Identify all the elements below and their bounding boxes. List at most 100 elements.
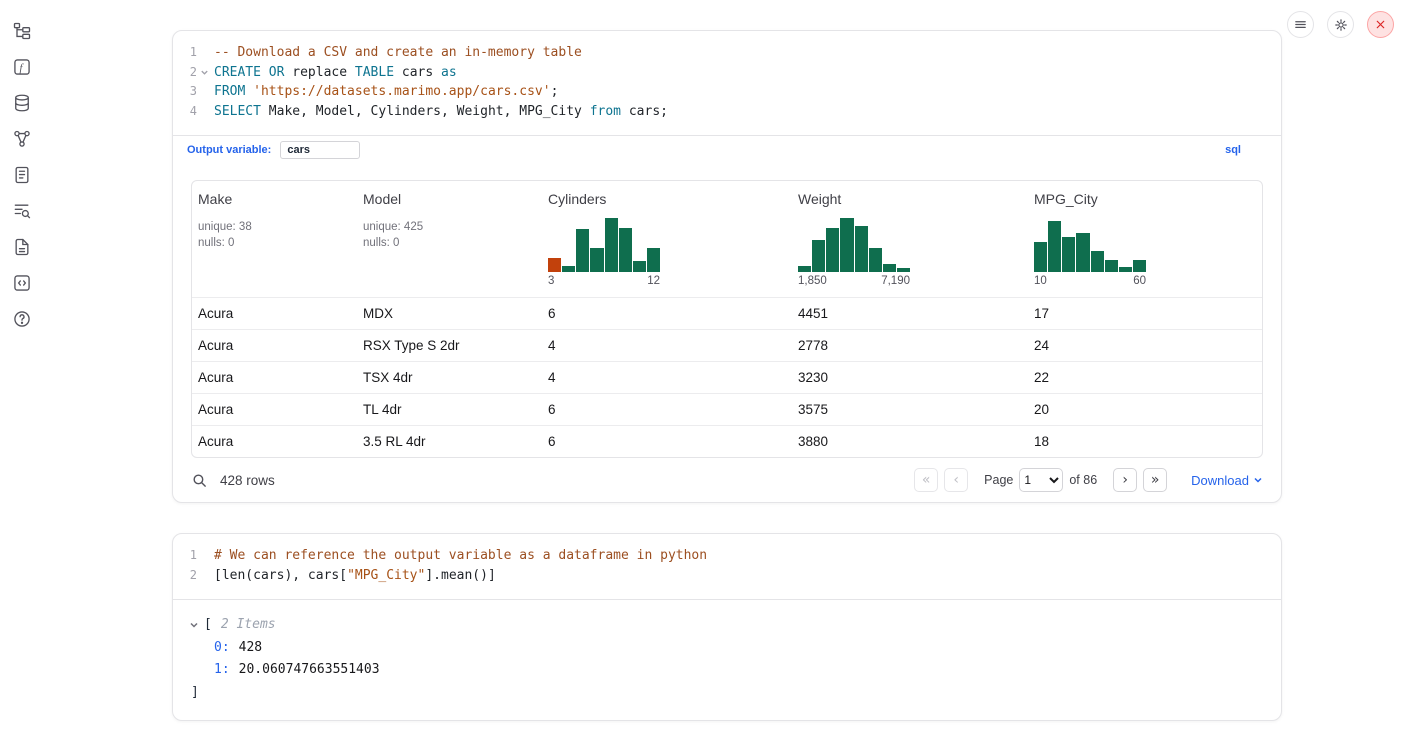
table-row[interactable]: Acura MDX 6 4451 17	[192, 297, 1262, 329]
column-name: Make	[198, 191, 233, 207]
code-token: TABLE	[354, 64, 395, 80]
histogram-bar[interactable]	[548, 258, 562, 272]
sidebar-item-dependency-graph[interactable]	[9, 126, 35, 152]
table-cell: 2778	[798, 338, 829, 353]
collapse-toggle-icon[interactable]	[189, 620, 201, 630]
histogram-max: 60	[1133, 275, 1146, 287]
settings-button[interactable]	[1327, 11, 1354, 38]
histogram-bar[interactable]	[868, 248, 882, 272]
sidebar-item-scratchpad[interactable]	[9, 162, 35, 188]
code-line[interactable]: 1 # We can reference the output variable …	[175, 546, 1281, 566]
histogram-bar[interactable]	[896, 268, 910, 272]
histogram-bar[interactable]	[1076, 233, 1090, 272]
column-header[interactable]: MPG_City 10 60	[1028, 181, 1262, 297]
histogram-bar[interactable]	[1062, 237, 1076, 272]
fold-chevron-icon[interactable]	[197, 63, 211, 83]
first-page-button[interactable]: «	[914, 468, 939, 492]
histogram-bar[interactable]	[618, 228, 632, 272]
histogram-bar[interactable]	[1048, 221, 1062, 272]
download-button[interactable]: Download	[1191, 473, 1263, 488]
histogram-bar[interactable]	[632, 261, 646, 272]
code-line[interactable]: 2 [len(cars), cars["MPG_City"].mean()]	[175, 566, 1281, 586]
histogram-bar[interactable]	[1132, 260, 1146, 272]
sidebar-item-logs[interactable]	[9, 198, 35, 224]
python-code-editor[interactable]: 1 # We can reference the output variable …	[173, 534, 1281, 599]
table-cell: Acura	[198, 434, 234, 449]
column-header[interactable]: Cylinders 3 12	[542, 181, 792, 297]
code-line[interactable]: 4 SELECT Make, Model, Cylinders, Weight, …	[175, 102, 1281, 122]
python-output: [ 2 Items 0: 428 1: 20.060747663551403 ]	[173, 599, 1281, 720]
column-header[interactable]: Weight 1,850 7,190	[792, 181, 1028, 297]
search-icon[interactable]	[191, 472, 208, 489]
histogram-bar[interactable]	[576, 229, 590, 272]
histogram-range: 3 12	[548, 275, 660, 287]
notebook-menu-button[interactable]	[1287, 11, 1314, 38]
output-list-entries: 0: 428 1: 20.060747663551403	[189, 637, 1281, 682]
column-histogram[interactable]: 1,850 7,190	[798, 218, 910, 287]
sql-code-editor[interactable]: 1 -- Download a CSV and create an in-memo…	[173, 31, 1281, 135]
column-name: MPG_City	[1034, 191, 1098, 207]
gear-icon	[1334, 18, 1347, 31]
column-histogram[interactable]: 3 12	[548, 218, 660, 287]
sidebar-item-snippets[interactable]	[9, 270, 35, 296]
histogram-bar[interactable]	[562, 266, 576, 272]
column-stat: nulls: 0	[198, 237, 235, 249]
table-row[interactable]: Acura TL 4dr 6 3575 20	[192, 393, 1262, 425]
histogram-bar[interactable]	[826, 228, 840, 272]
hamburger-icon	[1295, 21, 1306, 28]
histogram-bar[interactable]	[882, 264, 896, 272]
histogram-bars	[798, 218, 910, 272]
histogram-bar[interactable]	[604, 218, 618, 272]
table-cell: Acura	[198, 306, 234, 321]
histogram-bar[interactable]	[1104, 260, 1118, 272]
sidebar-item-variables[interactable]: f	[9, 54, 35, 80]
histogram-bar[interactable]	[590, 248, 604, 272]
table-cell: 17	[1034, 306, 1050, 321]
output-variable-input[interactable]	[280, 141, 361, 159]
histogram-bar[interactable]	[1034, 242, 1048, 272]
line-number: 1	[189, 548, 197, 562]
table-cell: 3230	[798, 370, 829, 385]
sidebar-item-file-explorer[interactable]	[9, 18, 35, 44]
shutdown-button[interactable]	[1367, 11, 1394, 38]
code-token: Make, Model, Cylinders, Weight, MPG_City	[260, 103, 590, 119]
code-line[interactable]: 1 -- Download a CSV and create an in-memo…	[175, 43, 1281, 63]
prev-page-button[interactable]: ‹	[944, 468, 969, 492]
histogram-bar[interactable]	[1090, 251, 1104, 272]
page-select[interactable]: 1	[1019, 468, 1064, 492]
column-header[interactable]: Model unique: 425 nulls: 0	[357, 181, 542, 297]
column-header[interactable]: Make unique: 38 nulls: 0	[192, 181, 357, 297]
histogram-bar[interactable]	[646, 248, 660, 272]
sidebar-item-documentation[interactable]	[9, 234, 35, 260]
language-badge[interactable]: sql	[1225, 144, 1241, 156]
file-tree-icon	[13, 22, 31, 40]
sidebar-item-data-sources[interactable]	[9, 90, 35, 116]
table-row[interactable]: Acura 3.5 RL 4dr 6 3880 18	[192, 425, 1262, 457]
sidebar-item-help[interactable]	[9, 306, 35, 332]
histogram-bar[interactable]	[840, 218, 854, 272]
column-histogram[interactable]: 10 60	[1034, 218, 1146, 287]
table-row[interactable]: Acura RSX Type S 2dr 4 2778 24	[192, 329, 1262, 361]
histogram-range: 1,850 7,190	[798, 275, 910, 287]
output-variable-row: Output variable: sql	[173, 135, 1281, 164]
last-page-button[interactable]: »	[1143, 468, 1168, 492]
output-list-open: [ 2 Items	[189, 614, 1281, 637]
code-line[interactable]: 2 CREATE OR replace TABLE cars as	[175, 63, 1281, 83]
page-label: Page	[984, 473, 1014, 487]
histogram-bar[interactable]	[854, 226, 868, 272]
database-icon	[15, 94, 29, 112]
table-cell: 20	[1034, 402, 1050, 417]
column-name: Weight	[798, 191, 842, 207]
histogram-bar[interactable]	[812, 240, 826, 272]
code-token: ;	[550, 84, 559, 99]
next-page-button[interactable]: ›	[1113, 468, 1138, 492]
table-cell: RSX Type S 2dr	[363, 338, 460, 353]
histogram-bar[interactable]	[1118, 267, 1132, 272]
code-line[interactable]: 3 FROM 'https://datasets.marimo.app/cars.…	[175, 82, 1281, 102]
code-text: [len(cars), cars["MPG_City"].mean()]	[211, 566, 496, 586]
histogram-bar[interactable]	[798, 266, 812, 272]
notebook-canvas: 1 -- Download a CSV and create an in-memo…	[172, 30, 1282, 721]
table-row[interactable]: Acura TSX 4dr 4 3230 22	[192, 361, 1262, 393]
line-number: 3	[189, 84, 197, 98]
item-key: 0:	[214, 639, 230, 655]
